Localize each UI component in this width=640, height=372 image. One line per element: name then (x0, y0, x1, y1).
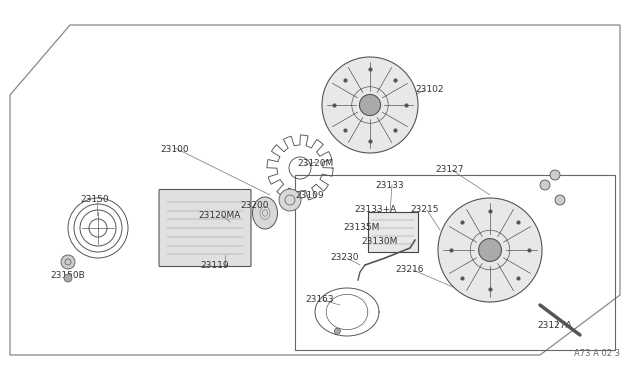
Circle shape (64, 274, 72, 282)
Text: 23200: 23200 (241, 201, 269, 209)
Ellipse shape (253, 197, 278, 229)
Circle shape (479, 238, 502, 262)
Text: 23133: 23133 (376, 180, 404, 189)
Bar (368, 212, 418, 252)
Text: 23119: 23119 (201, 260, 229, 269)
Text: 23216: 23216 (396, 266, 424, 275)
Circle shape (555, 195, 565, 205)
Text: 23133+A: 23133+A (354, 205, 396, 215)
Circle shape (438, 198, 542, 302)
Text: 23230: 23230 (331, 253, 359, 263)
Text: 23130M: 23130M (362, 237, 398, 247)
Text: 23120MA: 23120MA (199, 211, 241, 219)
Text: 23135M: 23135M (344, 224, 380, 232)
Text: 23215: 23215 (411, 205, 439, 215)
Text: 23150B: 23150B (51, 270, 85, 279)
Text: 23109: 23109 (296, 190, 324, 199)
Text: A73 A 02 3: A73 A 02 3 (574, 349, 620, 358)
FancyBboxPatch shape (159, 189, 251, 266)
Text: 23100: 23100 (161, 145, 189, 154)
Circle shape (360, 94, 381, 116)
Text: 23163: 23163 (306, 295, 334, 305)
Text: 23127: 23127 (436, 166, 464, 174)
Text: 23127A: 23127A (538, 321, 572, 330)
Ellipse shape (61, 255, 75, 269)
Ellipse shape (279, 189, 301, 211)
Text: 23150: 23150 (81, 196, 109, 205)
Text: 23102: 23102 (416, 86, 444, 94)
Circle shape (334, 328, 340, 334)
Circle shape (322, 57, 418, 153)
Circle shape (550, 170, 560, 180)
Text: 23120M: 23120M (297, 158, 333, 167)
Bar (295, 175, 615, 350)
Circle shape (540, 180, 550, 190)
